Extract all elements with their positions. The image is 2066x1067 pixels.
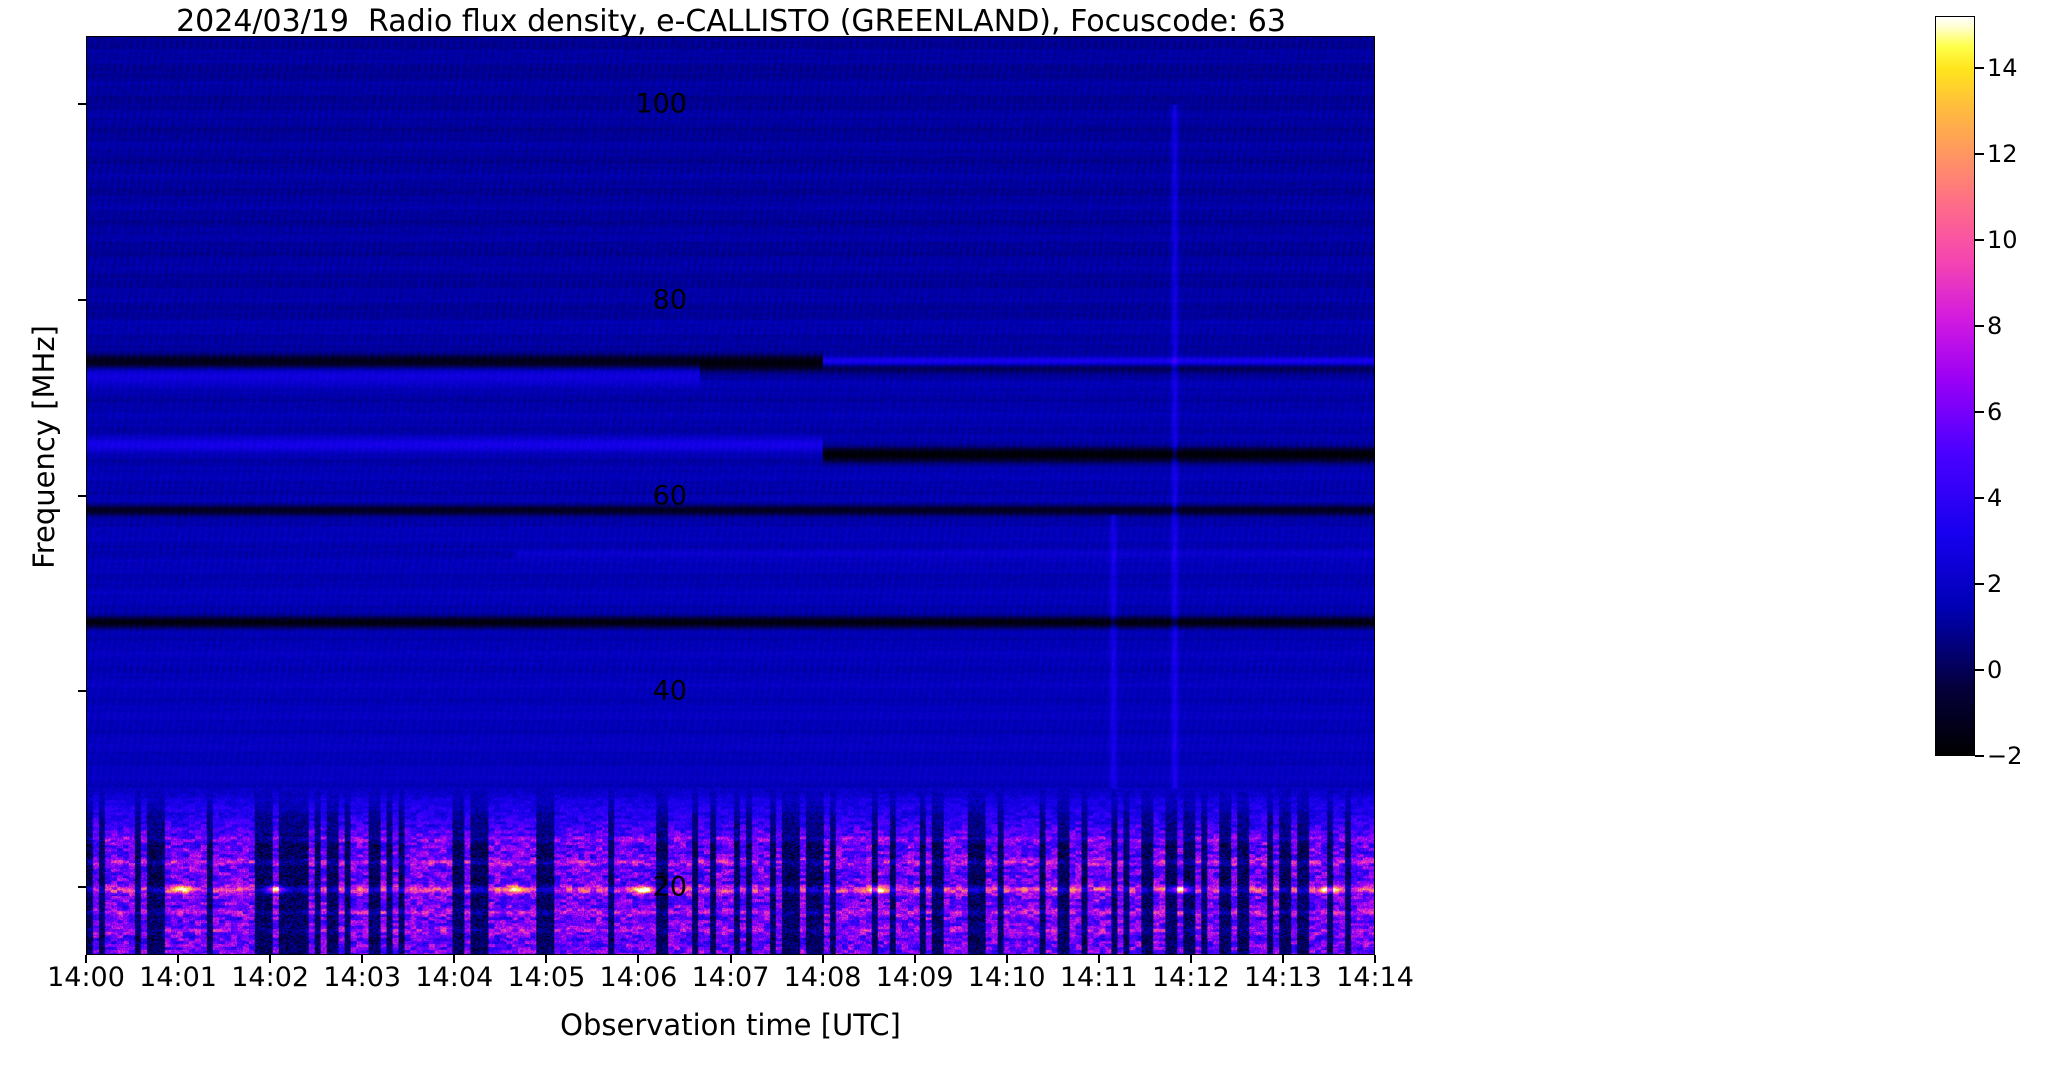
figure-title: 2024/03/19 Radio flux density, e-CALLIST… [176, 4, 1286, 39]
colorbar [1935, 16, 1975, 756]
x-tick-label: 14:14 [1336, 962, 1414, 993]
colorbar-tick-label: −2 [1987, 742, 2023, 770]
x-tick-mark [821, 955, 824, 963]
colorbar-tick-mark [1975, 582, 1984, 585]
x-tick-label: 14:08 [783, 962, 862, 993]
colorbar-tick-mark [1975, 410, 1984, 413]
y-tick-label: 40 [652, 675, 687, 707]
x-tick-mark [637, 955, 640, 963]
colorbar-tick-mark [1975, 755, 1984, 757]
x-tick-mark [177, 955, 180, 963]
colorbar-tick-mark [1975, 66, 1984, 69]
x-tick-mark [913, 955, 916, 963]
y-tick-label: 100 [635, 88, 687, 120]
x-tick-label: 14:00 [47, 962, 125, 993]
x-tick-label: 14:12 [1151, 962, 1230, 993]
x-tick-label: 14:03 [323, 962, 402, 993]
y-tick-mark [78, 298, 86, 301]
colorbar-tick-label: 8 [1987, 311, 2003, 340]
x-tick-label: 14:02 [231, 962, 310, 993]
x-tick-mark [453, 955, 456, 963]
y-tick-mark [78, 494, 86, 497]
y-tick-mark [78, 885, 86, 888]
x-axis-label: Observation time [UTC] [560, 1008, 901, 1042]
x-tick-mark [1374, 955, 1376, 963]
x-tick-mark [1189, 955, 1192, 963]
y-tick-label: 80 [652, 284, 687, 316]
spectrogram-image [87, 37, 1374, 954]
y-tick-mark [78, 103, 86, 106]
x-tick-mark [1097, 955, 1100, 963]
x-tick-label: 14:09 [875, 962, 954, 993]
y-tick-label: 60 [652, 480, 687, 511]
colorbar-tick-label: 4 [1987, 483, 2003, 512]
colorbar-tick-mark [1975, 238, 1984, 241]
x-tick-mark [1005, 955, 1008, 963]
colorbar-tick-label: 2 [1987, 569, 2003, 598]
x-tick-label: 14:07 [691, 962, 770, 993]
x-tick-mark [729, 955, 732, 963]
y-axis-label: Frequency [MHz] [27, 325, 61, 569]
x-tick-label: 14:05 [507, 962, 586, 993]
x-tick-label: 14:10 [967, 962, 1046, 993]
colorbar-tick-label: 12 [1987, 139, 2018, 168]
colorbar-tick-label: 0 [1987, 655, 2003, 684]
y-tick-mark [78, 690, 86, 693]
x-tick-mark [1281, 955, 1284, 963]
x-tick-mark [269, 955, 272, 963]
x-tick-label: 14:01 [139, 962, 217, 993]
colorbar-tick-label: 6 [1987, 397, 2003, 426]
spectrogram-plot-area [86, 36, 1375, 955]
x-tick-label: 14:04 [415, 962, 494, 993]
x-tick-mark [85, 955, 87, 963]
colorbar-tick-mark [1975, 496, 1984, 499]
colorbar-tick-mark [1975, 324, 1984, 327]
colorbar-tick-label: 10 [1987, 225, 2018, 254]
colorbar-tick-label: 14 [1987, 53, 2018, 82]
x-tick-label: 14:13 [1244, 962, 1322, 993]
colorbar-tick-mark [1975, 668, 1984, 671]
x-tick-mark [361, 955, 364, 963]
x-tick-label: 14:11 [1059, 962, 1138, 993]
colorbar-tick-mark [1975, 152, 1984, 155]
x-tick-mark [545, 955, 548, 963]
y-tick-label: 20 [652, 871, 687, 903]
x-tick-label: 14:06 [599, 962, 678, 993]
